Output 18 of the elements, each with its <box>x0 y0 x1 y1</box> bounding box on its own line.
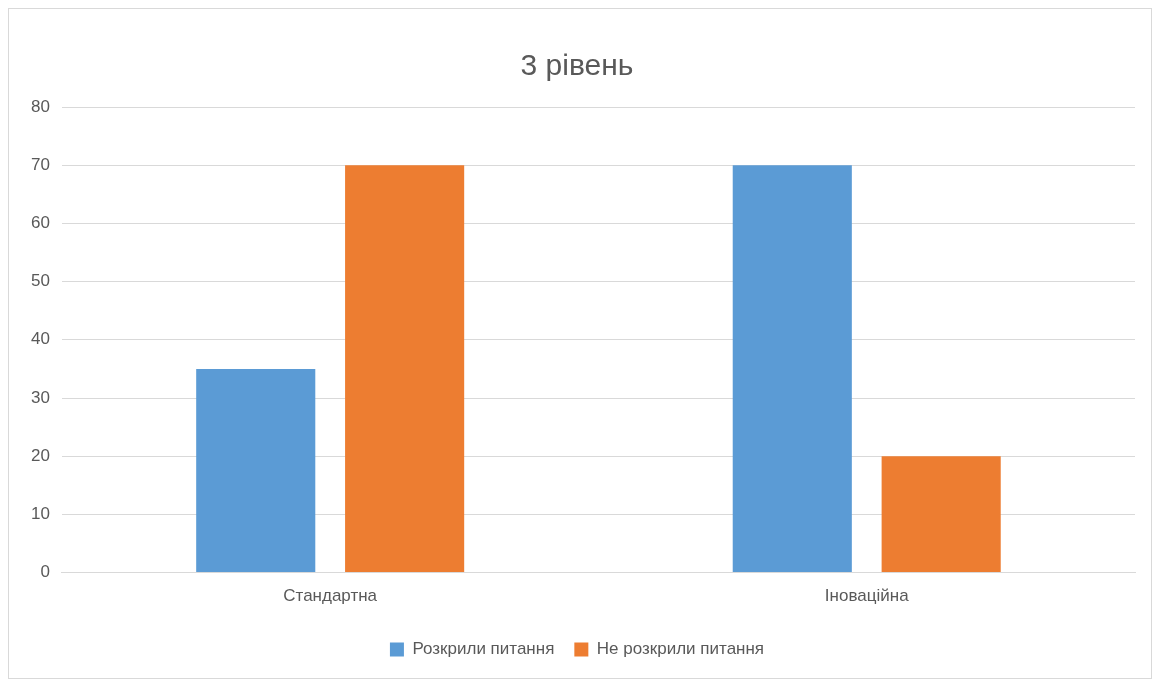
legend-label: Розкрили питання <box>412 639 555 659</box>
chart-title: 3 рівень <box>520 48 634 82</box>
y-tick-label: 50 <box>30 271 50 291</box>
y-tick-label: 70 <box>30 154 50 174</box>
legend-label: Не розкрили питання <box>596 639 765 659</box>
y-tick-label: 60 <box>30 213 50 233</box>
y-tick-label: 10 <box>30 504 50 524</box>
y-tick-label: 30 <box>30 387 50 407</box>
x-tick-label: Іноваційна <box>824 586 910 606</box>
x-tick-label: Стандартна <box>283 586 378 606</box>
y-tick-label: 20 <box>30 445 50 465</box>
bar <box>196 368 316 573</box>
y-tick-label: 80 <box>30 96 50 116</box>
bar <box>732 165 852 573</box>
bar <box>345 165 465 573</box>
y-tick-label: 40 <box>30 329 50 349</box>
bar <box>881 456 1001 573</box>
y-tick-label: 0 <box>40 562 50 582</box>
